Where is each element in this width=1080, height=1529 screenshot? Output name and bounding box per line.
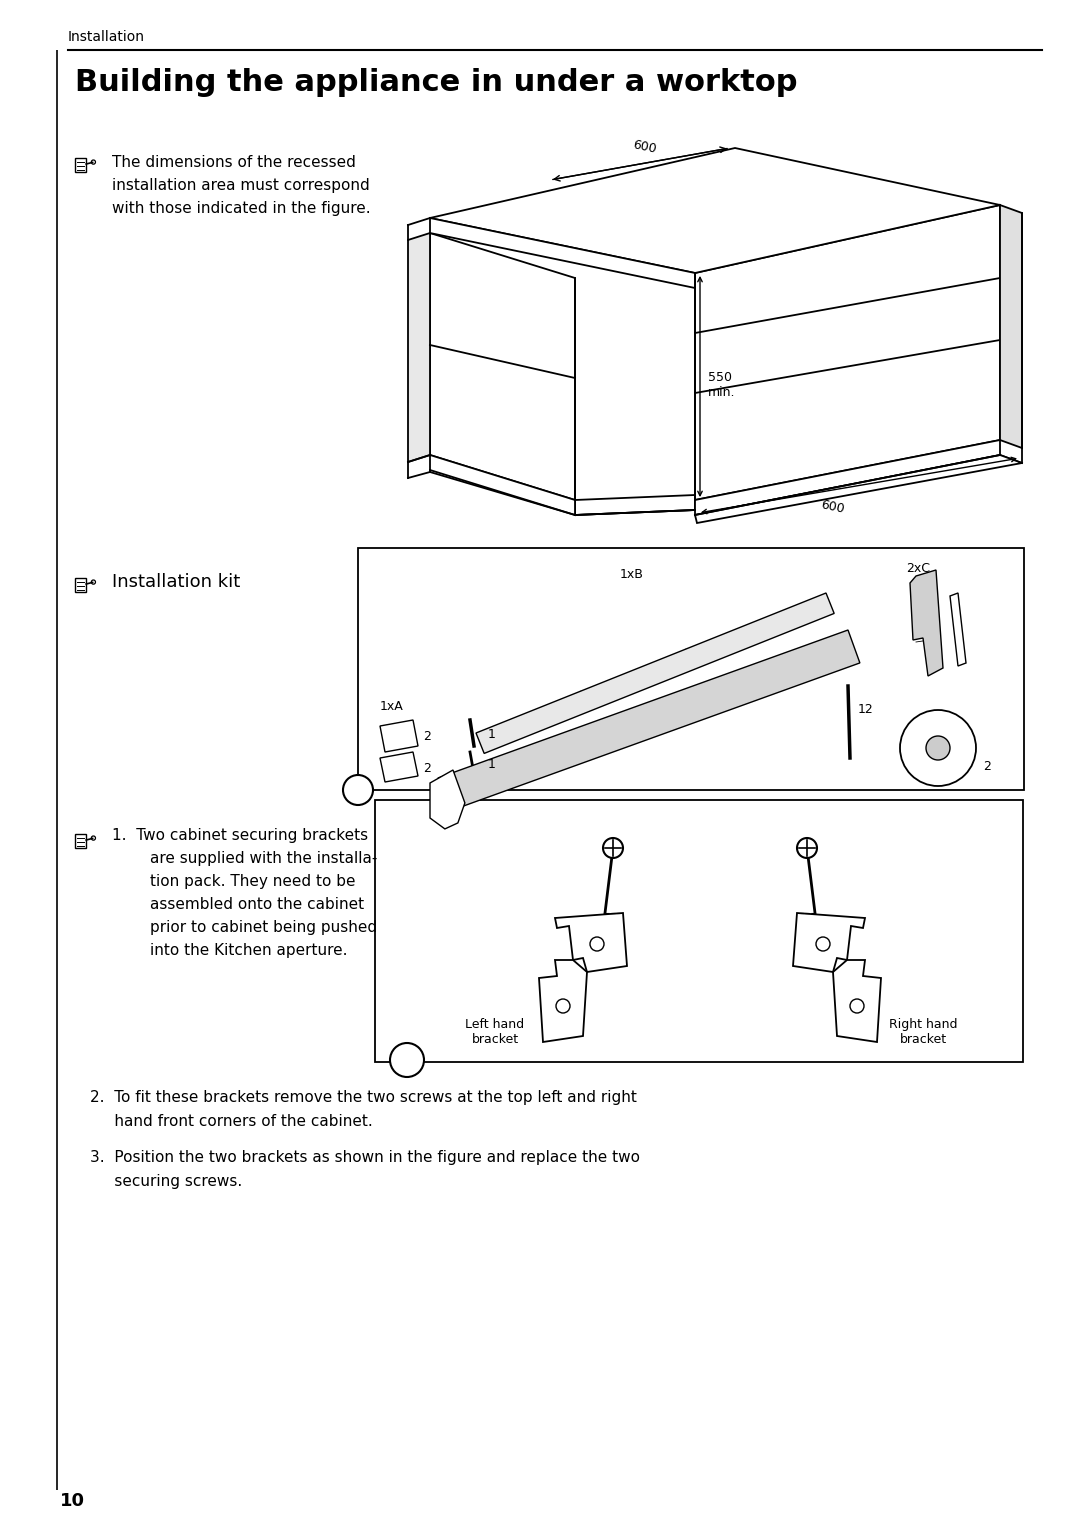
Text: 2.  To fit these brackets remove the two screws at the top left and right: 2. To fit these brackets remove the two … <box>90 1090 637 1105</box>
Text: installation area must correspond: installation area must correspond <box>112 177 369 193</box>
FancyBboxPatch shape <box>357 547 1024 790</box>
Polygon shape <box>696 456 1022 523</box>
Polygon shape <box>380 752 418 781</box>
Polygon shape <box>696 205 1000 500</box>
Polygon shape <box>464 719 480 729</box>
Text: 1: 1 <box>354 783 362 797</box>
Text: 2: 2 <box>423 761 431 775</box>
Text: 1xA: 1xA <box>380 700 404 713</box>
Text: 600: 600 <box>820 498 846 515</box>
Circle shape <box>816 937 831 951</box>
Text: 2: 2 <box>983 760 990 774</box>
Circle shape <box>556 998 570 1014</box>
Text: securing screws.: securing screws. <box>90 1174 242 1190</box>
FancyBboxPatch shape <box>75 833 86 847</box>
Polygon shape <box>539 960 588 1041</box>
Polygon shape <box>438 630 860 810</box>
Circle shape <box>92 161 95 164</box>
Circle shape <box>92 579 95 584</box>
Text: 1xB: 1xB <box>620 567 644 581</box>
Text: 1.  Two cabinet securing brackets: 1. Two cabinet securing brackets <box>112 829 368 842</box>
Text: with those indicated in the figure.: with those indicated in the figure. <box>112 200 370 216</box>
Polygon shape <box>1000 205 1022 448</box>
Polygon shape <box>950 593 966 667</box>
Polygon shape <box>430 456 575 515</box>
Text: 3.  Position the two brackets as shown in the figure and replace the two: 3. Position the two brackets as shown in… <box>90 1150 640 1165</box>
Circle shape <box>797 838 816 858</box>
Polygon shape <box>430 232 575 500</box>
Text: Building the appliance in under a worktop: Building the appliance in under a workto… <box>75 67 797 96</box>
Text: 1: 1 <box>488 728 496 742</box>
Text: Right hand
bracket: Right hand bracket <box>889 1018 957 1046</box>
Polygon shape <box>430 148 1000 274</box>
Text: tion pack. They need to be: tion pack. They need to be <box>150 875 355 888</box>
Circle shape <box>92 836 95 839</box>
Polygon shape <box>833 960 881 1041</box>
Circle shape <box>843 677 854 688</box>
FancyBboxPatch shape <box>375 800 1023 1063</box>
Text: prior to cabinet being pushed: prior to cabinet being pushed <box>150 920 377 936</box>
FancyBboxPatch shape <box>75 578 86 592</box>
Text: Installation: Installation <box>68 31 145 44</box>
Text: are supplied with the installa-: are supplied with the installa- <box>150 852 377 865</box>
Text: Installation kit: Installation kit <box>112 573 240 592</box>
Polygon shape <box>910 570 943 676</box>
Polygon shape <box>476 593 834 754</box>
Text: 12: 12 <box>858 703 874 716</box>
Text: 1: 1 <box>488 758 496 771</box>
Polygon shape <box>430 771 464 829</box>
Circle shape <box>603 838 623 858</box>
Text: Left hand
bracket: Left hand bracket <box>465 1018 525 1046</box>
Circle shape <box>900 709 976 786</box>
Polygon shape <box>575 495 696 515</box>
Circle shape <box>926 735 950 760</box>
Text: 2: 2 <box>423 729 431 743</box>
Circle shape <box>590 937 604 951</box>
Polygon shape <box>793 913 865 972</box>
Polygon shape <box>464 749 480 760</box>
FancyBboxPatch shape <box>75 157 86 171</box>
Circle shape <box>850 998 864 1014</box>
Text: 1/a: 1/a <box>399 1055 416 1066</box>
Polygon shape <box>430 219 696 287</box>
Text: 600: 600 <box>632 138 658 156</box>
Polygon shape <box>380 720 418 752</box>
Text: 2xC: 2xC <box>906 563 930 575</box>
Text: hand front corners of the cabinet.: hand front corners of the cabinet. <box>90 1115 373 1128</box>
Text: assembled onto the cabinet: assembled onto the cabinet <box>150 898 364 911</box>
Polygon shape <box>555 913 627 972</box>
Text: 10: 10 <box>60 1492 85 1511</box>
Text: The dimensions of the recessed: The dimensions of the recessed <box>112 154 356 170</box>
Polygon shape <box>408 232 430 462</box>
Circle shape <box>390 1043 424 1076</box>
Circle shape <box>343 775 373 804</box>
Text: into the Kitchen aperture.: into the Kitchen aperture. <box>150 943 348 959</box>
Polygon shape <box>696 440 1000 515</box>
Text: 550
min.: 550 min. <box>708 372 735 399</box>
